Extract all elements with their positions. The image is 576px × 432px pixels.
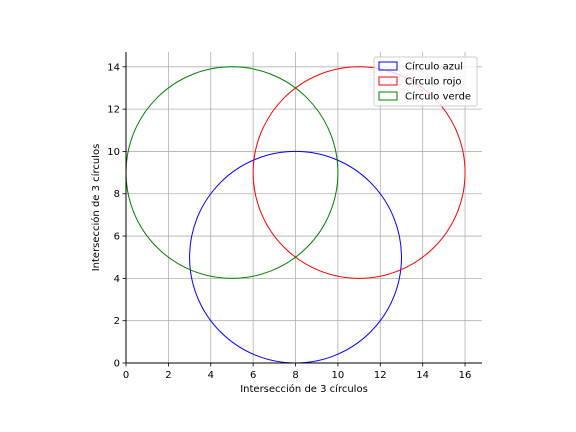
- x-tick-label: 10: [332, 370, 345, 381]
- y-tick-label: 10: [107, 147, 120, 158]
- y-tick-label: 8: [114, 189, 120, 200]
- legend-label-1: Círculo rojo: [405, 76, 461, 88]
- y-tick-label: 14: [107, 62, 120, 73]
- y-tick-label: 2: [114, 316, 120, 327]
- x-tick-label: 16: [459, 370, 472, 381]
- legend-label-2: Círculo verde: [405, 91, 471, 103]
- legend: Círculo azul Círculo rojo Círculo verde: [373, 56, 478, 107]
- x-tick-label: 12: [374, 370, 387, 381]
- x-tick-label: 6: [250, 370, 256, 381]
- legend-swatch-0: [378, 61, 398, 71]
- x-tick-label: 8: [292, 370, 298, 381]
- legend-items: Círculo azul Círculo rojo Círculo verde: [378, 61, 471, 103]
- x-tick-label: 14: [416, 370, 429, 381]
- y-tick-label: 4: [114, 274, 120, 285]
- x-tick-label: 0: [123, 370, 129, 381]
- legend-label-0: Círculo azul: [405, 61, 463, 73]
- y-tick-label: 6: [114, 232, 120, 243]
- x-axis-label: Intersección de 3 círculos: [240, 383, 368, 395]
- x-tick-label: 2: [165, 370, 171, 381]
- ticks: 0 2 4 6 8 10 12 14 16 0 2 4 6 8 10 12 14: [107, 62, 471, 381]
- legend-frame: [373, 56, 478, 107]
- circle-series-1: [252, 66, 466, 279]
- grid: [125, 52, 482, 364]
- legend-swatch-1: [378, 76, 398, 86]
- y-tick-label: 0: [114, 359, 120, 370]
- x-tick-label: 4: [208, 370, 214, 381]
- y-tick-label: 12: [107, 105, 120, 116]
- y-axis-label: Intersección de 3 círculos: [90, 144, 102, 272]
- legend-swatch-2: [378, 91, 398, 101]
